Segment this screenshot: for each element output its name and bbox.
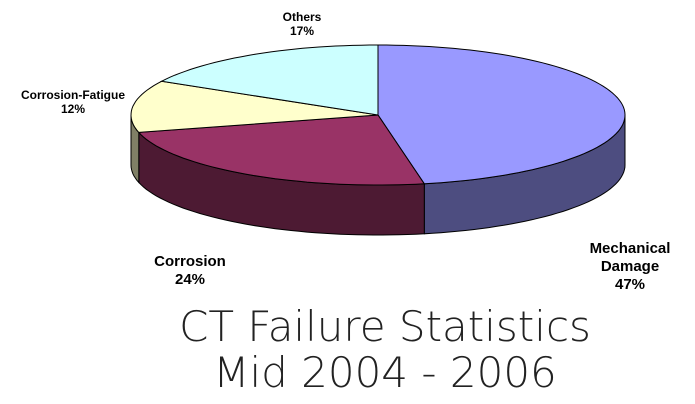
slice — [137, 114, 426, 186]
slice — [130, 80, 379, 133]
slice-label: Others 17% — [283, 10, 322, 39]
slice — [159, 44, 379, 116]
value-label: 12% — [60, 102, 86, 117]
category-label: Others — [282, 10, 322, 24]
slice-label: Corrosion-Fatigue 12% — [21, 88, 125, 117]
slice-label: Corrosion 24% — [154, 253, 226, 289]
value-label: 24% — [174, 271, 206, 288]
slice-label: Mechanical Damage 47% — [575, 240, 685, 294]
slice — [377, 44, 626, 185]
value-label: 47% — [614, 276, 646, 293]
chart-title: CT Failure Statistics Mid 2004 - 2006 — [179, 302, 591, 397]
category-label: Mechanical Damage — [589, 240, 671, 275]
category-label: Corrosion-Fatigue — [21, 88, 125, 102]
category-label: Corrosion — [154, 253, 226, 270]
value-label: 17% — [289, 24, 315, 39]
